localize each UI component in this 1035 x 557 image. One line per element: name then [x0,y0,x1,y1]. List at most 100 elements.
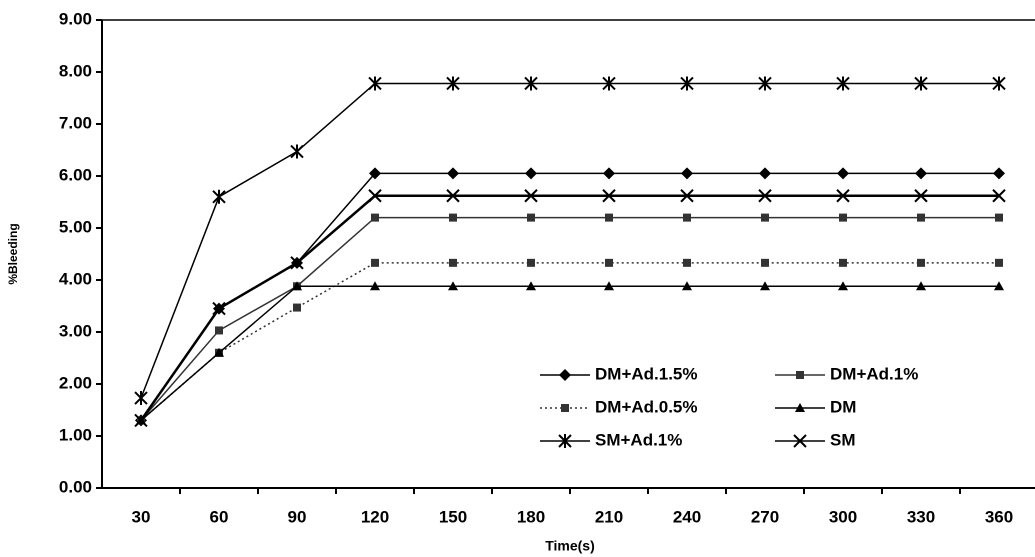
marker [914,76,928,91]
x-axis-label: Time(s) [545,538,595,554]
y-tick-label: 3.00 [59,321,92,340]
marker [605,213,613,222]
marker [602,189,616,203]
marker [449,258,457,267]
marker [134,391,148,406]
y-tick-label: 1.00 [59,425,92,444]
x-tick-label: 300 [829,507,857,526]
legend-marker [796,371,804,379]
x-tick-label: 210 [595,507,623,526]
marker [680,76,694,91]
marker [839,213,847,222]
marker [215,326,223,335]
legend-marker [795,403,805,412]
marker [293,303,301,312]
x-tick-label: 120 [361,507,389,526]
legend-marker [558,434,572,448]
marker [682,281,692,291]
y-tick-label: 2.00 [59,373,92,392]
marker [525,167,537,180]
marker [993,167,1005,180]
legend-marker [793,434,807,448]
x-tick-label: 60 [210,507,229,526]
marker [683,213,691,222]
y-tick-label: 6.00 [59,165,92,184]
x-tick-label: 330 [907,507,935,526]
series-line [140,216,999,421]
marker [290,256,304,270]
marker [368,189,382,203]
marker [526,281,536,291]
marker [758,189,772,203]
marker [995,258,1003,267]
marker [605,258,613,267]
marker [759,167,771,180]
x-tick-label: 90 [288,507,307,526]
marker [370,281,380,291]
marker [994,281,1004,291]
marker [448,281,458,291]
marker [369,167,381,180]
marker [836,189,850,203]
marker [995,213,1003,222]
series-line [140,285,999,421]
marker [760,281,770,291]
marker [839,258,847,267]
legend-label: DM+Ad.0.5% [595,397,698,416]
marker [368,76,382,91]
marker [134,413,148,428]
marker [992,189,1006,203]
marker [915,167,927,180]
marker [758,76,772,91]
y-tick-label: 7.00 [59,113,92,132]
y-tick-label: 8.00 [59,61,92,80]
marker [371,258,379,267]
marker [681,167,693,180]
legend-marker [561,404,569,412]
marker [527,258,535,267]
marker [603,167,615,180]
marker [292,281,302,291]
x-tick-label: 240 [673,507,701,526]
marker [917,213,925,222]
legend-label: DM+Ad.1.5% [595,364,698,383]
marker [214,347,224,357]
y-tick-label: 5.00 [59,217,92,236]
x-tick-label: 180 [517,507,545,526]
marker [446,76,460,91]
marker [683,258,691,267]
marker [836,76,850,91]
series-line [140,82,999,399]
x-tick-label: 360 [985,507,1013,526]
marker [371,213,379,222]
marker [914,189,928,203]
legend-label: SM [830,430,856,449]
marker [212,301,226,316]
x-tick-label: 270 [751,507,779,526]
marker [527,213,535,222]
legend-label: SM+Ad.1% [595,430,682,449]
y-tick-label: 0.00 [59,477,92,496]
legend-marker [559,369,571,381]
marker [290,144,304,159]
legend-label: DM [830,397,856,416]
y-axis-label: %Bleeding [6,223,20,284]
marker [761,213,769,222]
marker [212,189,226,204]
marker [761,258,769,267]
marker [446,189,460,203]
marker [917,258,925,267]
marker [837,167,849,180]
marker [680,189,694,203]
marker [602,76,616,91]
marker [916,281,926,291]
marker [524,189,538,203]
marker [449,213,457,222]
legend-label: DM+Ad.1% [830,364,918,383]
y-tick-label: 9.00 [59,9,92,28]
marker [447,167,459,180]
y-tick-label: 4.00 [59,269,92,288]
marker [604,281,614,291]
x-tick-label: 30 [132,507,151,526]
